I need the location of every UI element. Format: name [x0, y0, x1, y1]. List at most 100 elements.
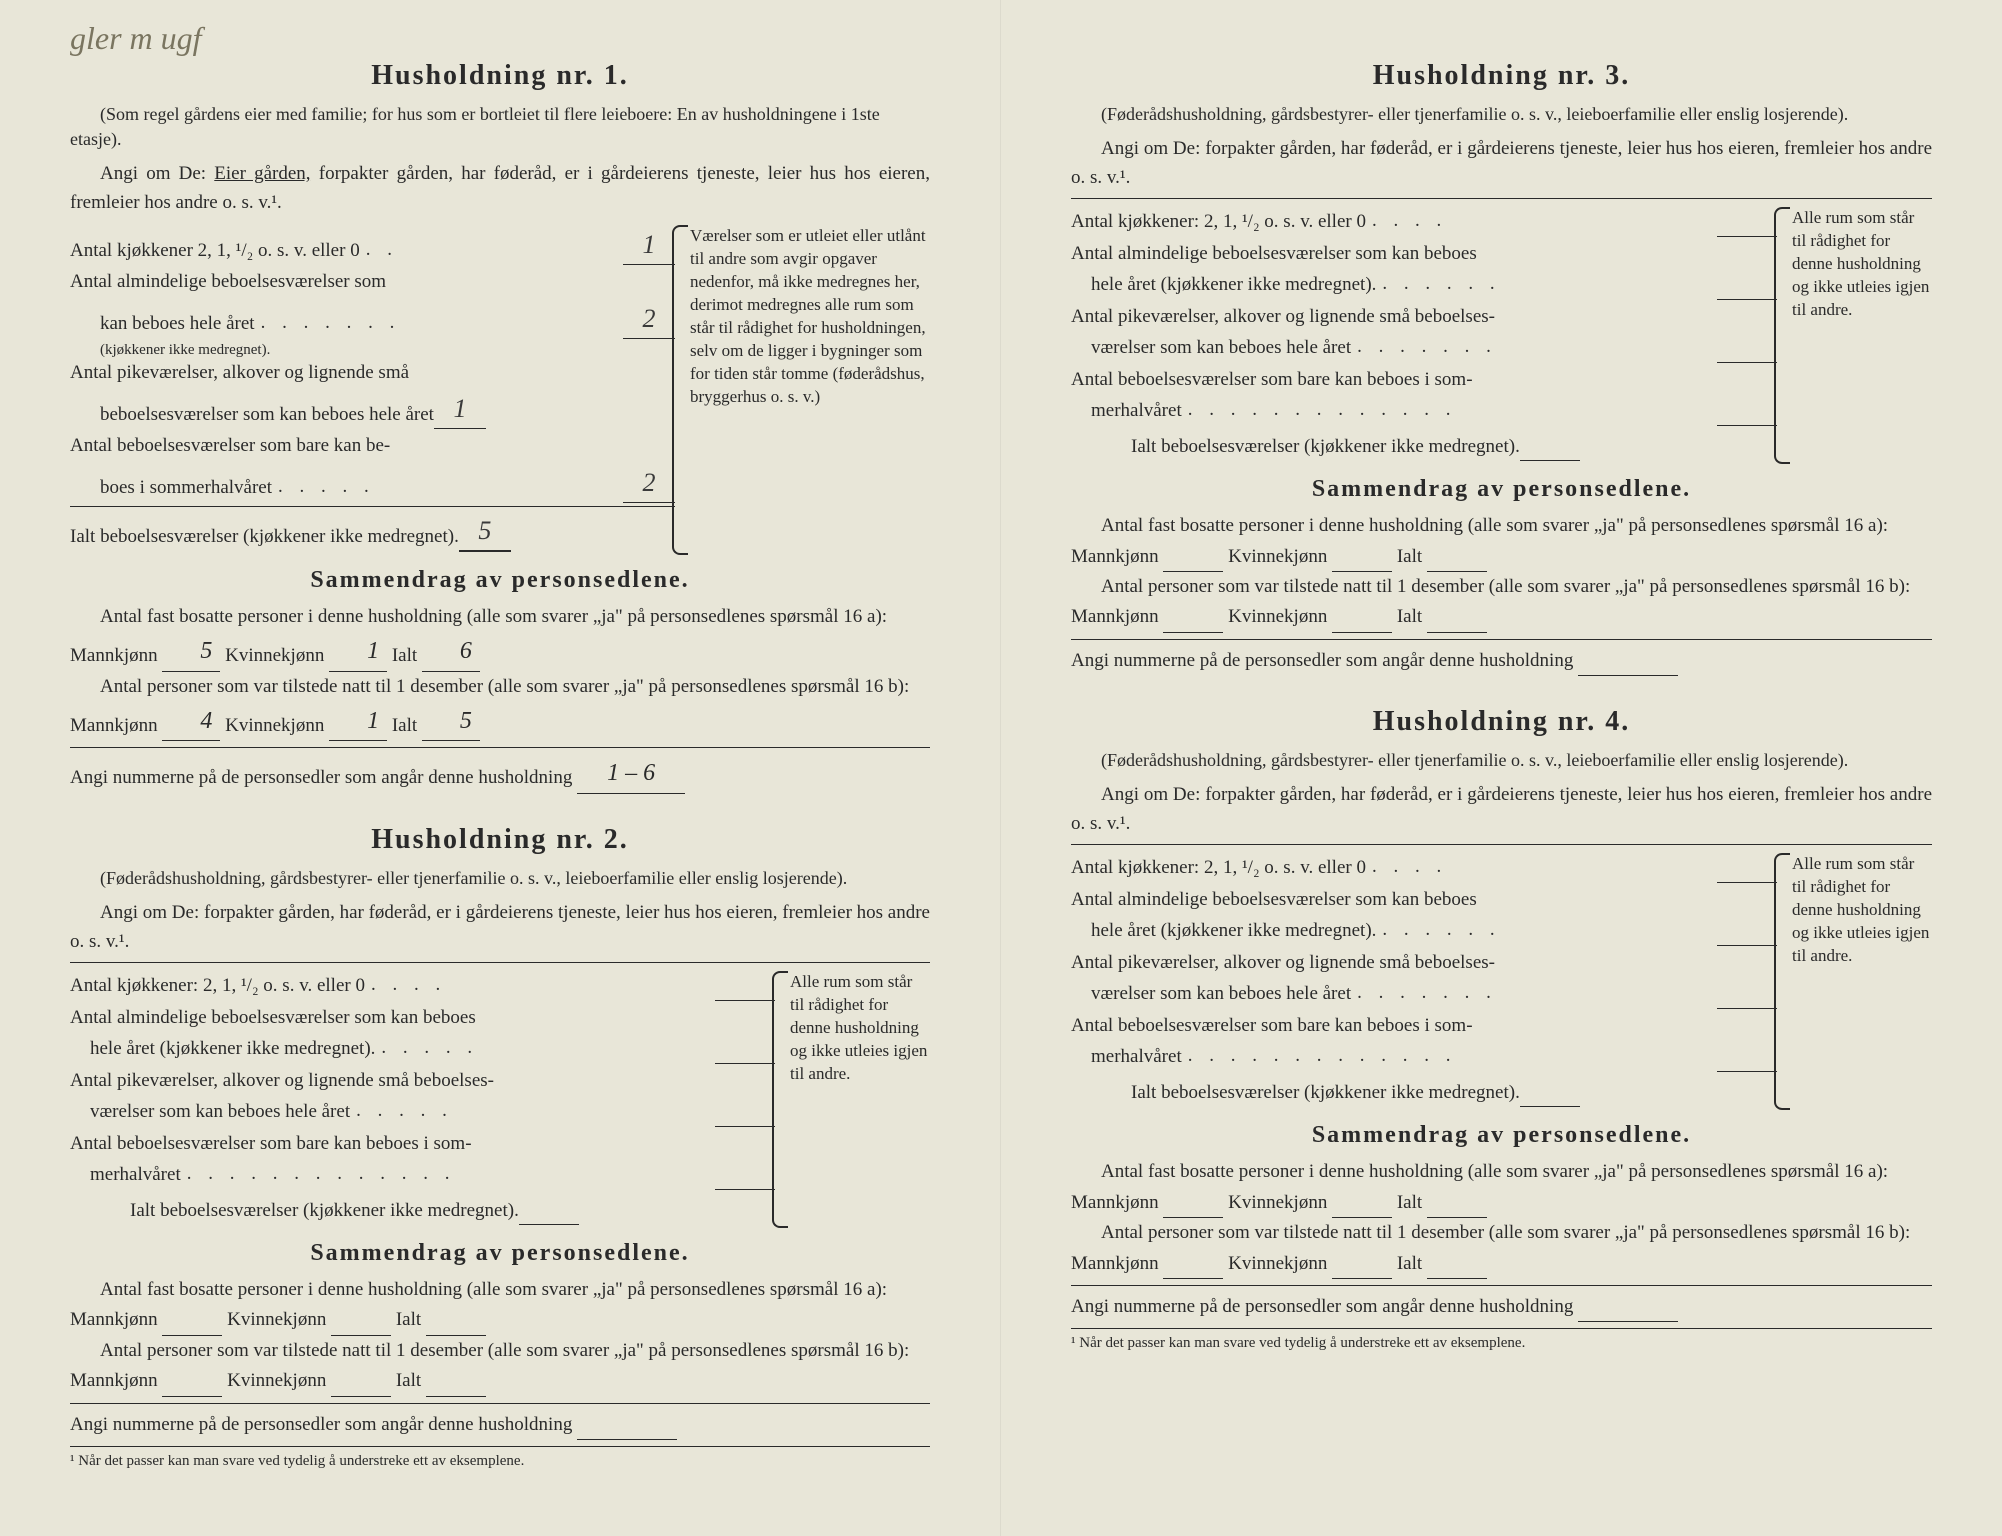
row-som-3: merhalvåret . . . . . . . . . . . . . — [1071, 396, 1777, 426]
row-ialt-3: Ialt beboelsesværelser (kjøkkener ikke m… — [1071, 429, 1777, 462]
rule — [70, 1446, 930, 1447]
e — [1717, 1048, 1777, 1072]
p16b-m-val: 4 — [162, 702, 220, 741]
nummer-3-label: Angi nummerne på de personsedler som ang… — [1071, 650, 1573, 671]
p16b-3: Antal personer som var tilstede natt til… — [1071, 572, 1932, 633]
sammendrag-4-title: Sammendrag av personsedlene. — [1071, 1122, 1932, 1149]
p16a-3-klabel: Kvinnekjønn — [1228, 546, 1327, 567]
dots: . . . . — [1366, 853, 1717, 883]
kjokkener-3-label: Antal kjøkkener: 2, 1, ¹/₂ o. s. v. elle… — [1071, 208, 1366, 237]
row-sommer: boes i sommerhalvåret . . . . . 2 — [70, 463, 675, 503]
sammendrag-2-title: Sammendrag av personsedlene. — [70, 1240, 930, 1267]
dots: . . . . . — [272, 473, 623, 503]
row-alm-3: hele året (kjøkkener ikke medregnet). . … — [1071, 270, 1777, 300]
row-ialt-4: Ialt beboelsesværelser (kjøkkener ikke m… — [1071, 1075, 1777, 1108]
e — [1427, 613, 1487, 633]
brace-icon — [772, 971, 788, 1228]
p16a-2: Antal fast bosatte personer i denne hush… — [70, 1275, 930, 1336]
row-pike: beboelsesværelser som kan beboes hele år… — [70, 389, 675, 429]
dots: . . . . . — [350, 1097, 715, 1127]
angi-3-rest: forpakter gården, har føderåd, er i gård… — [1071, 138, 1932, 188]
brace-icon — [672, 225, 688, 555]
nummer-2: Angi nummerne på de personsedler som ang… — [70, 1410, 930, 1440]
nummer-4-empty — [1578, 1302, 1678, 1322]
handwritten-top-note: gler m ugf — [70, 20, 202, 57]
pike-4-l2: værelser som kan beboes hele året — [1071, 980, 1351, 1009]
row-sommer-2: merhalvåret . . . . . . . . . . . . . — [70, 1160, 775, 1190]
som-3-l1: Antal beboelsesværelser som bare kan beb… — [1071, 366, 1777, 395]
pike-2-l1: Antal pikeværelser, alkover og lignende … — [70, 1067, 775, 1096]
rooms-main-3: Antal kjøkkener: 2, 1, ¹/₂ o. s. v. elle… — [1071, 207, 1777, 464]
alm-4-l2: hele året (kjøkkener ikke medregnet). — [1071, 917, 1376, 946]
dots: . . . . . . . . . . . . . — [181, 1160, 715, 1190]
p16a-4-klabel: Kvinnekjønn — [1228, 1192, 1327, 1213]
p16b-i-val: 5 — [422, 702, 480, 741]
ialt-label: Ialt beboelsesværelser (kjøkkener ikke m… — [70, 523, 459, 552]
rooms-main-2: Antal kjøkkener: 2, 1, ¹/₂ o. s. v. elle… — [70, 971, 775, 1228]
pike-value: 1 — [434, 389, 486, 429]
household-3-angi: Angi om De: forpakter gården, har føderå… — [1071, 135, 1932, 192]
side-note-3: Alle rum som står til rådighet for denne… — [1792, 207, 1932, 464]
almindelige-2-l2: hele året (kjøkkener ikke medregnet). — [70, 1035, 375, 1064]
nummer-4: Angi nummerne på de personsedler som ang… — [1071, 1292, 1932, 1322]
p16b-2-klabel: Kvinnekjønn — [227, 1370, 326, 1391]
household-2-title: Husholdning nr. 2. — [70, 824, 930, 856]
som-4-l1: Antal beboelsesværelser som bare kan beb… — [1071, 1012, 1777, 1041]
rule — [1071, 1285, 1932, 1286]
p16a-k-val: 1 — [329, 632, 387, 671]
almindelige-line1: Antal almindelige beboelsesværelser som — [70, 268, 675, 297]
kjokkener-empty — [715, 977, 775, 1001]
angi-rest: forpakter gården, har føderåd, er i gård… — [70, 902, 930, 952]
household-1-rooms: Antal kjøkkener 2, 1, ¹/₂ o. s. v. eller… — [70, 225, 930, 555]
dots: . . . . . — [375, 1034, 715, 1064]
e — [1717, 985, 1777, 1009]
nummer-label: Angi nummerne på de personsedler som ang… — [70, 767, 572, 788]
row-alm-4: hele året (kjøkkener ikke medregnet). . … — [1071, 916, 1777, 946]
p16b-2-m — [162, 1377, 222, 1397]
p16a-i-val: 6 — [422, 632, 480, 671]
almindelige-2-empty — [715, 1040, 775, 1064]
e — [1163, 613, 1223, 633]
household-3-rooms: Antal kjøkkener: 2, 1, ¹/₂ o. s. v. elle… — [1071, 207, 1932, 464]
side-note-1: Værelser som er utleiet eller utlånt til… — [690, 225, 930, 555]
brace-icon — [1774, 207, 1790, 464]
alm-4-l1: Antal almindelige beboelsesværelser som … — [1071, 886, 1777, 915]
household-2-subtitle: (Føderådshusholdning, gårdsbestyrer- ell… — [70, 866, 930, 891]
p16b-klabel: Kvinnekjønn — [225, 715, 324, 736]
e — [1717, 922, 1777, 946]
kjokkener-value: 1 — [623, 225, 675, 265]
kjokkener-4-label: Antal kjøkkener: 2, 1, ¹/₂ o. s. v. elle… — [1071, 854, 1366, 883]
kjokkener-3-empty — [1717, 213, 1777, 237]
nummer-3: Angi nummerne på de personsedler som ang… — [1071, 646, 1932, 676]
dots: . . . . . . . . . . . . . — [1182, 396, 1717, 426]
nummer-1: Angi nummerne på de personsedler som ang… — [70, 754, 930, 793]
dots: . . . . . . — [1376, 916, 1717, 946]
household-2-angi: Angi om De: forpakter gården, har føderå… — [70, 899, 930, 956]
sommer-line1: Antal beboelsesværelser som bare kan be- — [70, 432, 675, 461]
rule — [1071, 1328, 1932, 1329]
e — [1332, 1259, 1392, 1279]
household-1-subtitle: (Som regel gårdens eier med familie; for… — [70, 102, 930, 152]
som-3-empty — [1717, 402, 1777, 426]
p16b-3-klabel: Kvinnekjønn — [1228, 606, 1327, 627]
household-1-angi: Angi om De: Eier gården, forpakter gårde… — [70, 160, 930, 217]
p16b-4: Antal personer som var tilstede natt til… — [1071, 1218, 1932, 1279]
e — [1332, 1198, 1392, 1218]
row-kjokkener-3: Antal kjøkkener: 2, 1, ¹/₂ o. s. v. elle… — [1071, 207, 1777, 237]
nummer-val: 1 – 6 — [577, 754, 685, 793]
sammendrag-1-title: Sammendrag av personsedlene. — [70, 567, 930, 594]
angi-3-prefix: Angi om De: — [1101, 138, 1200, 159]
ialt-3-label: Ialt beboelsesværelser (kjøkkener ikke m… — [1071, 433, 1520, 462]
p16b-4-klabel: Kvinnekjønn — [1228, 1253, 1327, 1274]
pike-4-l1: Antal pikeværelser, alkover og lignende … — [1071, 949, 1777, 978]
sommer-value: 2 — [623, 463, 675, 503]
e — [1717, 859, 1777, 883]
alm-3-l2: hele året (kjøkkener ikke medregnet). — [1071, 271, 1376, 300]
p16a-2-m — [162, 1316, 222, 1336]
p16a-klabel: Kvinnekjønn — [225, 645, 324, 666]
rule — [1071, 639, 1932, 640]
p16b-2: Antal personer som var tilstede natt til… — [70, 1336, 930, 1397]
rule — [70, 747, 930, 748]
som-3-l2: merhalvåret — [1071, 397, 1182, 426]
sommer-2-l2: merhalvåret — [70, 1161, 181, 1190]
